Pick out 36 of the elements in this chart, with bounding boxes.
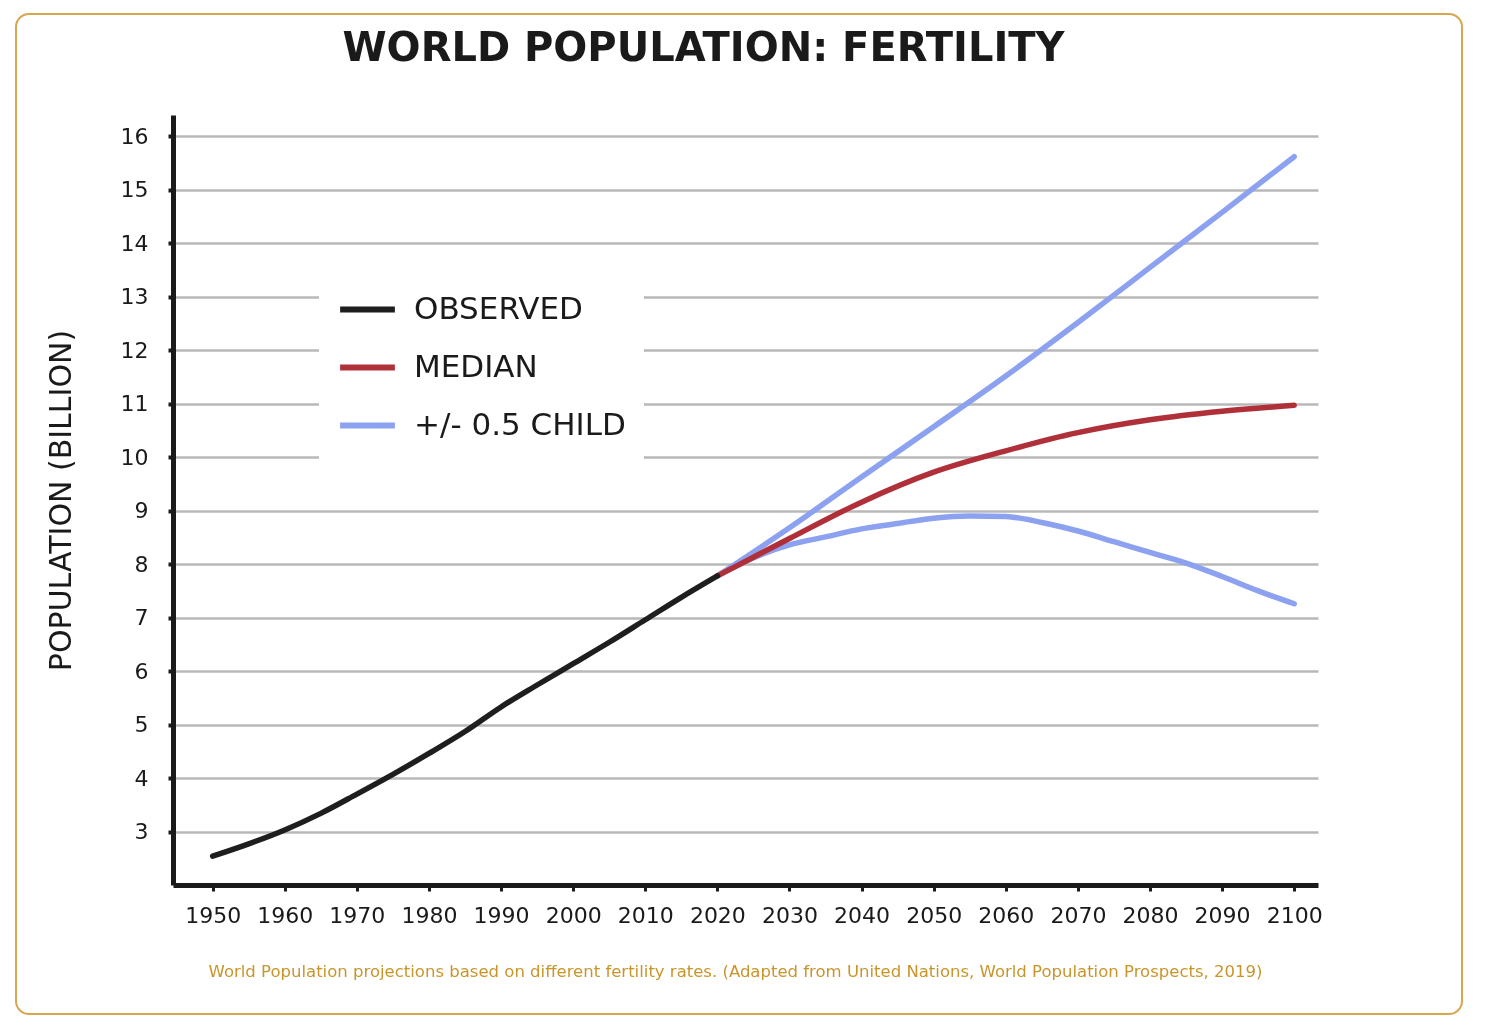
x-tick-label: 1980 (401, 902, 458, 928)
y-tick-label: 6 (134, 658, 149, 684)
legend-label: OBSERVED (414, 289, 583, 326)
x-tick-label: 2070 (1050, 902, 1107, 928)
x-tick-label: 2050 (906, 902, 963, 928)
y-tick-label: 11 (120, 391, 149, 417)
y-axis-title: POPULATION (BILLION) (42, 329, 78, 672)
y-tick-label: 3 (134, 819, 149, 845)
x-tick-label: 2030 (761, 902, 818, 928)
y-tick-label: 7 (134, 605, 149, 631)
x-tick-label: 2100 (1266, 902, 1323, 928)
x-tick-label: 2080 (1122, 902, 1179, 928)
y-tick-label: 10 (120, 444, 149, 470)
x-tick-label: 2060 (978, 902, 1035, 928)
y-tick-label: 8 (134, 551, 149, 577)
chart-title: WORLD POPULATION: FERTILITY (342, 24, 1066, 70)
y-tick-label: 12 (120, 337, 149, 363)
y-tick-label: 16 (120, 123, 149, 149)
y-tick-label: 4 (134, 765, 149, 791)
text: World Population projections based on different fertility rates. (Adapted from United Nations, World Population Prospects, 2019) (207, 962, 1264, 981)
x-tick-label: 2040 (834, 902, 891, 928)
x-tick-label: 2020 (689, 902, 746, 928)
y-tick-label: 14 (120, 230, 149, 256)
x-tick-label: 2090 (1194, 902, 1251, 928)
y-tick-label: 15 (120, 177, 149, 203)
y-tick-label: 13 (120, 284, 149, 310)
y-tick-label: 5 (134, 712, 149, 738)
x-tick-label: 1950 (185, 902, 242, 928)
x-tick-label: 1990 (473, 902, 530, 928)
y-tick-label: 9 (134, 498, 149, 524)
x-tick-label: 1960 (257, 902, 314, 928)
legend-label: MEDIAN (414, 347, 538, 384)
legend-label: +/- 0.5 CHILD (414, 405, 626, 442)
x-tick-label: 1970 (329, 902, 386, 928)
x-tick-label: 2000 (545, 902, 602, 928)
x-tick-label: 2010 (617, 902, 674, 928)
